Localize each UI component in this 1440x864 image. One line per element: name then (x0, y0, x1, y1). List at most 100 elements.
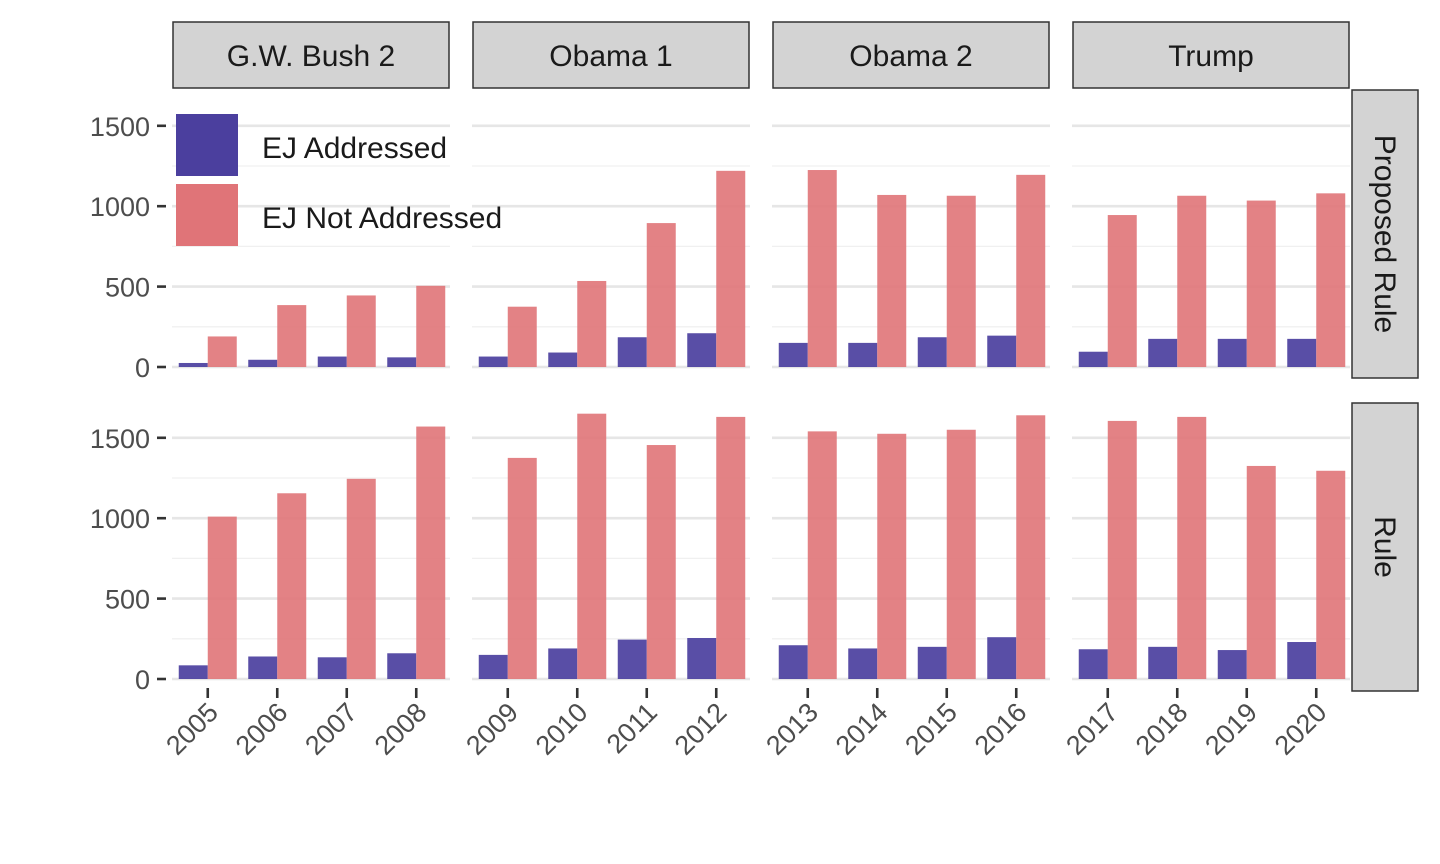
x-tick-label: 2020 (1269, 697, 1333, 761)
x-tick-label: 2016 (969, 697, 1033, 761)
bar-ej-addressed-2008-rule (387, 653, 417, 679)
x-axis: 2005 2006 2007 2008 2009 2010 2011 2012 2013 2014… (160, 688, 1332, 761)
bar-ej-addressed-2014-rule (848, 648, 878, 679)
bar-ej-not-addressed-2014-rule (877, 433, 907, 679)
bar-ej-not-addressed-2008-rule (416, 426, 446, 679)
bar-ej-addressed-2010-proposed-rule (548, 352, 578, 367)
x-tick-label: 2015 (899, 697, 963, 761)
strip-label-g-w-bush-2: G.W. Bush 2 (227, 40, 395, 73)
bar-ej-addressed-2018-proposed-rule (1148, 338, 1178, 367)
bar-ej-not-addressed-2017-proposed-rule (1107, 215, 1137, 367)
bar-ej-addressed-2009-proposed-rule (478, 356, 508, 367)
bar-ej-addressed-2011-rule (617, 639, 647, 679)
bar-ej-addressed-2013-rule (778, 645, 808, 679)
panel-rule-obama-2 (772, 415, 1050, 681)
bar-ej-not-addressed-2019-proposed-rule (1246, 200, 1276, 367)
column-strips: G.W. Bush 2 Obama 1 Obama 2 Trump (172, 21, 1350, 89)
strip-obama-1 (472, 21, 750, 89)
x-tick-label: 2018 (1130, 697, 1194, 761)
bar-ej-addressed-2017-proposed-rule (1078, 351, 1108, 367)
panel-proposed-rule-obama-1 (472, 124, 750, 369)
bar-ej-not-addressed-2013-rule (807, 431, 837, 679)
strip-label-obama-1: Obama 1 (549, 40, 672, 73)
bar-ej-addressed-2010-rule (548, 648, 578, 679)
x-tick-label: 2011 (601, 697, 663, 759)
x-tick-label: 2012 (669, 697, 733, 761)
bar-ej-addressed-2020-rule (1287, 642, 1317, 679)
bar-ej-addressed-2016-proposed-rule (987, 335, 1017, 367)
bar-ej-not-addressed-2016-proposed-rule (1016, 174, 1046, 367)
legend: EJ Addressed EJ Not Addressed (176, 114, 502, 246)
bar-ej-not-addressed-2010-rule (577, 413, 607, 679)
bar-ej-addressed-2017-rule (1078, 649, 1108, 679)
strip-trump (1072, 21, 1350, 89)
bar-ej-not-addressed-2012-rule (716, 416, 746, 679)
strip-label-trump: Trump (1168, 40, 1254, 73)
bar-ej-not-addressed-2006-rule (277, 493, 307, 679)
legend-swatch-ej-addressed (176, 114, 238, 176)
legend-label-ej-addressed: EJ Addressed (262, 132, 447, 165)
panel-rule-obama-1 (472, 413, 750, 681)
strip-label-obama-2: Obama 2 (849, 40, 972, 73)
bar-ej-not-addressed-2006-proposed-rule (277, 305, 307, 367)
panel-rule-trump (1072, 416, 1350, 681)
bar-ej-not-addressed-2015-rule (946, 429, 976, 679)
bar-ej-not-addressed-2011-rule (646, 445, 676, 679)
bar-ej-addressed-2015-proposed-rule (917, 337, 947, 367)
bar-ej-not-addressed-2020-rule (1316, 470, 1346, 679)
bar-ej-addressed-2009-rule (478, 654, 508, 679)
strip-label-rule: Rule (1368, 516, 1401, 578)
y-axes: 0 500 1000 1500 0 500 1000 1500 (90, 112, 166, 695)
x-tick-label: 2019 (1199, 697, 1263, 761)
bar-ej-addressed-2008-proposed-rule (387, 357, 417, 367)
bar-ej-not-addressed-2018-rule (1177, 416, 1207, 679)
y-tick-label: 1000 (90, 504, 150, 534)
y-tick-label: 1000 (90, 192, 150, 222)
bar-ej-addressed-2012-rule (687, 637, 717, 679)
bar-ej-not-addressed-2007-proposed-rule (346, 295, 376, 367)
panel-proposed-rule-trump (1072, 124, 1350, 369)
bar-ej-not-addressed-2013-proposed-rule (807, 170, 837, 367)
bar-ej-not-addressed-2005-rule (207, 516, 237, 679)
bar-ej-addressed-2013-proposed-rule (778, 342, 808, 367)
row-strips: Proposed Rule Rule (1351, 89, 1419, 692)
bar-ej-addressed-2007-rule (317, 657, 347, 679)
bar-ej-not-addressed-2007-rule (346, 478, 376, 679)
panel-proposed-rule-obama-2 (772, 124, 1050, 369)
bar-ej-not-addressed-2016-rule (1016, 415, 1046, 679)
legend-swatch-ej-not-addressed (176, 184, 238, 246)
y-tick-label: 0 (135, 353, 150, 383)
bar-ej-addressed-2005-proposed-rule (178, 362, 208, 367)
strip-label-proposed-rule: Proposed Rule (1368, 135, 1401, 333)
x-tick-label: 2005 (160, 697, 224, 761)
x-tick-label: 2010 (530, 697, 594, 761)
bar-ej-addressed-2019-rule (1217, 650, 1247, 679)
x-tick-label: 2008 (369, 697, 433, 761)
y-tick-label: 0 (135, 665, 150, 695)
chart-panels (172, 124, 1350, 681)
bar-ej-not-addressed-2009-proposed-rule (507, 306, 537, 367)
bar-ej-not-addressed-2011-proposed-rule (646, 223, 676, 367)
bar-ej-not-addressed-2008-proposed-rule (416, 285, 446, 367)
bar-ej-not-addressed-2014-proposed-rule (877, 194, 907, 367)
legend-label-ej-not-addressed: EJ Not Addressed (262, 202, 502, 235)
strip-obama-2 (772, 21, 1050, 89)
strip-proposed-rule (1351, 89, 1419, 379)
strip-g-w-bush-2 (172, 21, 450, 89)
x-tick-label: 2006 (230, 697, 294, 761)
x-tick-label: 2013 (760, 697, 824, 761)
bar-ej-addressed-2020-proposed-rule (1287, 338, 1317, 367)
bar-ej-not-addressed-2020-proposed-rule (1316, 193, 1346, 367)
bar-ej-not-addressed-2015-proposed-rule (946, 195, 976, 367)
bar-ej-addressed-2007-proposed-rule (317, 356, 347, 367)
bar-ej-addressed-2011-proposed-rule (617, 337, 647, 367)
x-tick-label: 2009 (460, 697, 524, 761)
bar-ej-not-addressed-2005-proposed-rule (207, 336, 237, 367)
bar-ej-addressed-2018-rule (1148, 646, 1178, 679)
bar-ej-addressed-2006-proposed-rule (248, 359, 278, 367)
bar-ej-addressed-2014-proposed-rule (848, 342, 878, 367)
y-tick-label: 500 (105, 273, 150, 303)
x-tick-label: 2014 (830, 697, 894, 761)
x-tick-label: 2017 (1060, 697, 1124, 761)
bar-ej-not-addressed-2012-proposed-rule (716, 170, 746, 367)
